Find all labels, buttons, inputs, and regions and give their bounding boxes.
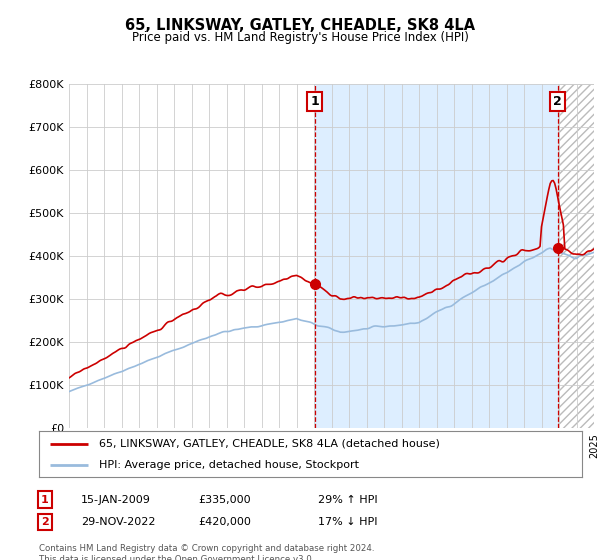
- Text: 2: 2: [553, 95, 562, 108]
- Text: 65, LINKSWAY, GATLEY, CHEADLE, SK8 4LA (detached house): 65, LINKSWAY, GATLEY, CHEADLE, SK8 4LA (…: [99, 438, 440, 449]
- Text: HPI: Average price, detached house, Stockport: HPI: Average price, detached house, Stoc…: [99, 460, 359, 470]
- Bar: [557, 84, 600, 428]
- Text: 2: 2: [41, 517, 49, 527]
- Text: Contains HM Land Registry data © Crown copyright and database right 2024.
This d: Contains HM Land Registry data © Crown c…: [39, 544, 374, 560]
- Text: 17% ↓ HPI: 17% ↓ HPI: [318, 517, 377, 527]
- Text: 15-JAN-2009: 15-JAN-2009: [81, 494, 151, 505]
- Text: Price paid vs. HM Land Registry's House Price Index (HPI): Price paid vs. HM Land Registry's House …: [131, 31, 469, 44]
- Bar: [314, 84, 557, 428]
- Text: 65, LINKSWAY, GATLEY, CHEADLE, SK8 4LA: 65, LINKSWAY, GATLEY, CHEADLE, SK8 4LA: [125, 18, 475, 33]
- Text: 1: 1: [310, 95, 319, 108]
- Bar: [557, 84, 600, 428]
- Text: £335,000: £335,000: [198, 494, 251, 505]
- Text: 29-NOV-2022: 29-NOV-2022: [81, 517, 155, 527]
- Text: 29% ↑ HPI: 29% ↑ HPI: [318, 494, 377, 505]
- Text: £420,000: £420,000: [198, 517, 251, 527]
- Text: 1: 1: [41, 494, 49, 505]
